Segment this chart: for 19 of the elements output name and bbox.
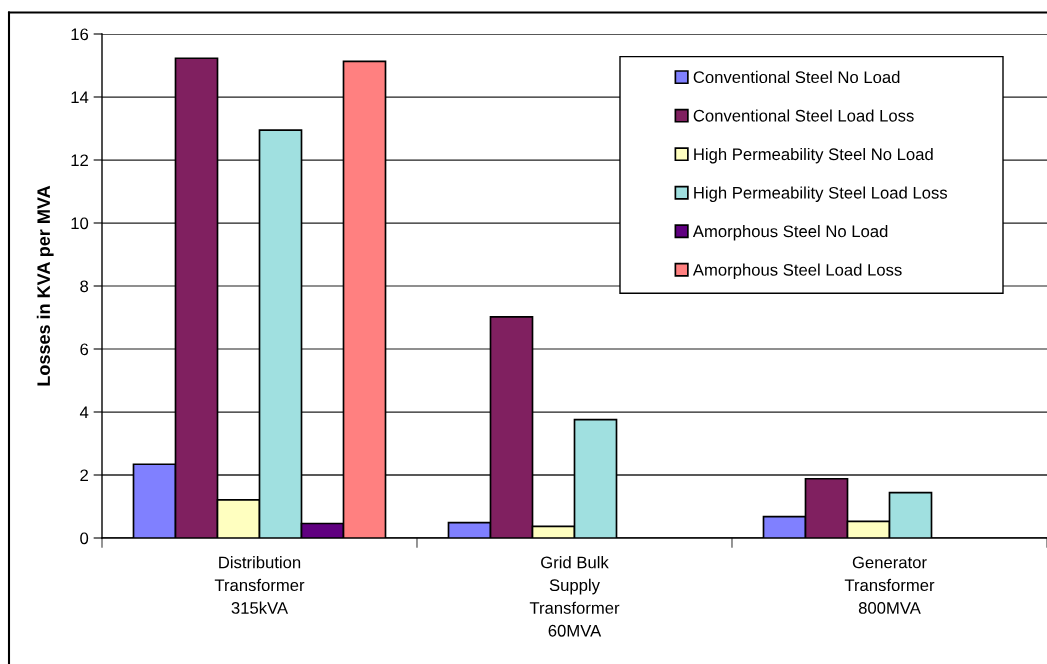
y-axis-title: Losses in KVA per MVA bbox=[36, 185, 54, 386]
y-tick-label: 6 bbox=[80, 343, 89, 356]
legend-label: Amorphous Steel Load Loss bbox=[692, 263, 902, 280]
y-tick-label: 8 bbox=[80, 280, 89, 293]
legend-label: Conventional Steel No Load bbox=[693, 70, 900, 84]
y-tick-label: 10 bbox=[71, 217, 89, 230]
y-tick-label: 12 bbox=[71, 154, 88, 167]
y-tick-label: 0 bbox=[80, 532, 89, 545]
x-tick-label: Distribution Transformer 315kVA bbox=[214, 556, 305, 614]
legend-label: Conventional Steel Load Loss bbox=[693, 109, 914, 122]
legend-label: High Permeability Steel No Load bbox=[694, 147, 933, 164]
y-tick-label: 14 bbox=[71, 91, 89, 104]
legend-label: Amorphous Steel No Load bbox=[692, 224, 888, 241]
y-tick-label: 4 bbox=[79, 406, 89, 419]
y-tick-label: 2 bbox=[80, 469, 88, 482]
x-tick-label: Grid Bulk Supply Transformer 60MVA bbox=[529, 556, 620, 637]
y-tick-label: 16 bbox=[71, 28, 89, 41]
legend-label: High Permeability Steel Load Loss bbox=[694, 186, 948, 202]
x-tick-label: Generator Transformer 800MVA bbox=[844, 556, 935, 614]
